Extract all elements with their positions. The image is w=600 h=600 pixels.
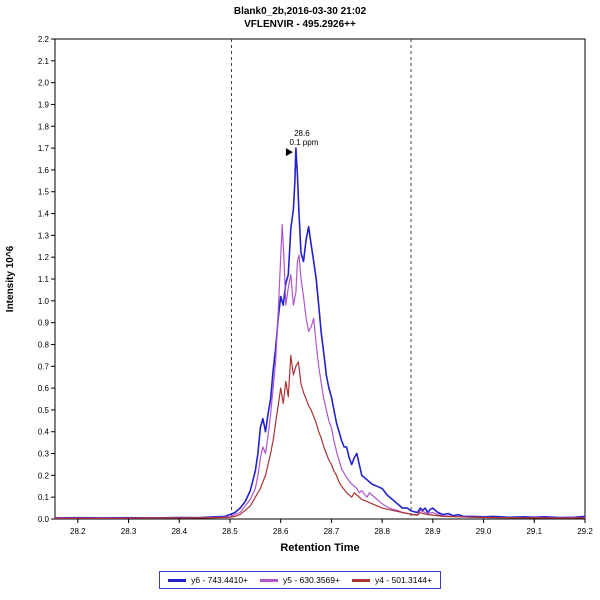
legend-item: y6 - 743.4410+: [168, 575, 248, 585]
y-tick-label: 1.6: [38, 166, 50, 175]
peak-arrow-icon: [285, 148, 293, 157]
x-tick-label: 29.1: [526, 527, 542, 536]
y-tick-label: 1.7: [38, 144, 50, 153]
y-tick-label: 1.3: [38, 231, 50, 240]
legend-item: y4 - 501.3144+: [351, 575, 432, 585]
legend-label: y6 - 743.4410+: [191, 575, 249, 585]
legend-swatch-icon: [351, 578, 370, 582]
y-tick-label: 2.0: [38, 79, 50, 88]
y-tick-label: 1.4: [38, 210, 50, 219]
y-tick-label: 0.0: [38, 515, 50, 524]
legend-item: y5 - 630.3569+: [260, 575, 340, 585]
legend-label: y4 - 501.3144+: [374, 575, 432, 585]
y-axis-label: Intensity 10^6: [5, 245, 16, 312]
chromatogram-plot[interactable]: 0.0 0.1 0.2 0.3 0.4 0.5 0.6 0.7 0.8 0.9 1.0 1.1 1.2 1…: [0, 31, 600, 563]
x-tick-label: 28.9: [425, 527, 441, 536]
y-tick-label: 2.2: [38, 35, 50, 44]
legend-box: y6 - 743.4410+ y5 - 630.3569+ y4 - 501.314…: [159, 571, 441, 589]
x-tick-label: 29.0: [476, 527, 492, 536]
y-tick-label: 0.7: [38, 362, 50, 371]
y-tick-label: 1.9: [38, 100, 50, 109]
peak-rt-label: 28.6: [294, 129, 310, 138]
legend-swatch-icon: [260, 578, 279, 582]
y-tick-label: 1.5: [38, 188, 50, 197]
x-tick-label: 28.6: [273, 527, 289, 536]
trace-y6: [54, 147, 586, 519]
y-tick-label: 1.2: [38, 253, 50, 262]
x-tick-label: 28.2: [70, 527, 86, 536]
y-tick-label: 0.2: [38, 471, 50, 480]
y-tick-label: 0.1: [38, 493, 50, 502]
legend-label: y5 - 630.3569+: [283, 575, 340, 585]
y-tick-label: 0.3: [38, 450, 50, 459]
x-tick-label: 28.5: [222, 527, 238, 536]
y-tick-label: 0.4: [38, 428, 50, 437]
y-tick-label: 0.9: [38, 319, 50, 328]
y-tick-label: 0.6: [38, 384, 50, 393]
title-block: Blank0_2b,2016-03-30 21:02 VFLENVIR - 49…: [0, 0, 600, 31]
y-tick-label: 0.8: [38, 340, 50, 349]
chart-title: Blank0_2b,2016-03-30 21:02: [233, 6, 367, 17]
chart-subtitle: VFLENVIR - 495.2926++: [244, 19, 356, 30]
y-tick-label: 0.5: [38, 406, 50, 415]
y-tick-label: 1.0: [38, 297, 50, 306]
x-tick-label: 28.7: [324, 527, 340, 536]
legend: y6 - 743.4410+ y5 - 630.3569+ y4 - 501.314…: [0, 571, 600, 589]
y-tick-label: 2.1: [38, 57, 50, 66]
legend-swatch-icon: [168, 578, 187, 582]
x-tick-label: 29.2: [577, 527, 593, 536]
x-axis-label: Retention Time: [280, 542, 359, 554]
plot-border: [54, 38, 586, 520]
x-tick-label: 28.8: [374, 527, 390, 536]
x-tick-label: 28.3: [121, 527, 137, 536]
y-tick-label: 1.8: [38, 122, 50, 131]
x-tick-label: 28.4: [171, 527, 187, 536]
trace-y4: [54, 354, 586, 519]
y-tick-label: 1.1: [38, 275, 50, 284]
trace-y5: [54, 223, 586, 519]
peak-ppm-label: 0.1 ppm: [289, 138, 318, 147]
